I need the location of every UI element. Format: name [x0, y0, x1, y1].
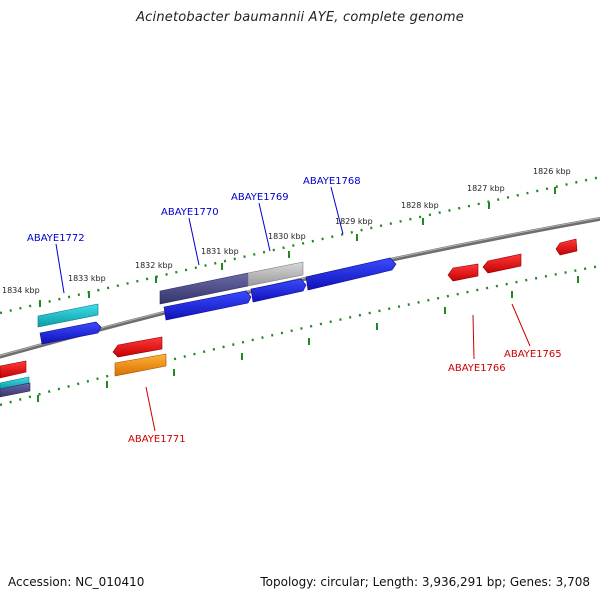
ruler-label: 1830 kbp [268, 232, 306, 241]
feature-cds-teal [37, 303, 99, 328]
accession-text: Accession: NC_010410 [8, 575, 145, 589]
lower-ruler [0, 264, 600, 407]
feature-cds-blue [305, 257, 397, 291]
leader-line [145, 386, 156, 432]
feature-cds-red [112, 336, 163, 358]
ruler-label: 1828 kbp [401, 201, 439, 210]
gene-label-reverse: ABAYE1766 [448, 363, 506, 374]
ruler-label: 1832 kbp [135, 261, 173, 270]
feature-cds-red [555, 238, 578, 256]
leader-line [258, 202, 271, 252]
forward-leader-lines [55, 186, 344, 294]
feature-cds-orange [114, 353, 167, 377]
gene-label-forward: ABAYE1768 [303, 176, 361, 187]
feature-cds-red [482, 253, 522, 274]
reverse-features [0, 238, 578, 398]
feature-cds-grey [247, 261, 304, 287]
feature-cds-blue [250, 278, 307, 303]
gene-label-forward: ABAYE1772 [27, 233, 85, 244]
gene-label-forward: ABAYE1770 [161, 207, 219, 218]
feature-cds-red [447, 263, 479, 282]
upper-ruler-major-ticks [39, 187, 556, 307]
gene-label-forward: ABAYE1769 [231, 192, 289, 203]
ruler-label: 1833 kbp [68, 274, 106, 283]
ruler-label: 1834 kbp [2, 286, 40, 295]
leader-line [472, 314, 475, 360]
leader-line [188, 217, 200, 266]
reverse-leader-lines [145, 303, 531, 432]
ruler-label: 1827 kbp [467, 184, 505, 193]
ruler-label: 1826 kbp [533, 167, 571, 176]
feature-cds-red [0, 360, 27, 379]
feature-cds-dark [0, 382, 31, 398]
leader-line [330, 186, 344, 235]
ruler-label: 1829 kbp [335, 217, 373, 226]
leader-line [55, 243, 65, 294]
ruler-label: 1831 kbp [201, 247, 239, 256]
leader-line [511, 303, 531, 347]
forward-features [37, 257, 397, 345]
feature-cds-blue [39, 321, 102, 345]
genome-stats-text: Topology: circular; Length: 3,936,291 bp… [260, 575, 590, 589]
gene-label-reverse: ABAYE1771 [128, 434, 186, 445]
map-title: Acinetobacter baumannii AYE, complete ge… [136, 10, 464, 25]
gene-label-reverse: ABAYE1765 [504, 349, 562, 360]
lower-ruler-major-ticks [37, 276, 579, 402]
feature-cds-blue [163, 290, 252, 321]
